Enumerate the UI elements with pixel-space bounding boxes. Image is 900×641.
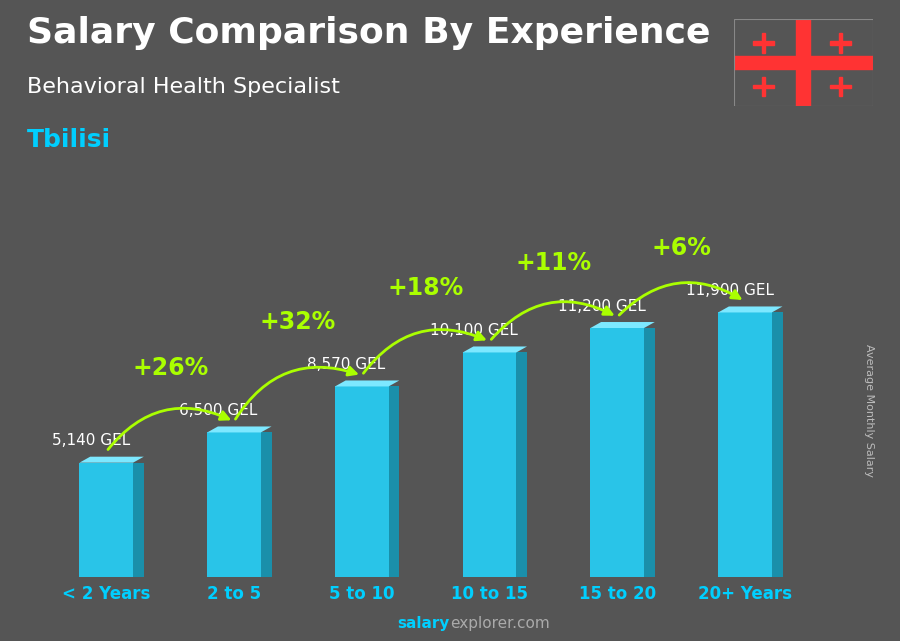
Polygon shape <box>772 312 782 577</box>
Bar <box>753 85 774 88</box>
Polygon shape <box>590 322 655 328</box>
Text: Average Monthly Salary: Average Monthly Salary <box>863 344 874 477</box>
Polygon shape <box>79 456 144 463</box>
Bar <box>830 42 850 45</box>
Polygon shape <box>207 426 272 433</box>
Polygon shape <box>261 433 272 577</box>
Bar <box>762 76 766 96</box>
Text: +26%: +26% <box>132 356 208 380</box>
Polygon shape <box>463 347 527 353</box>
Text: salary: salary <box>398 617 450 631</box>
Text: +6%: +6% <box>652 236 711 260</box>
Polygon shape <box>389 387 400 577</box>
Bar <box>718 312 772 577</box>
Polygon shape <box>718 306 782 312</box>
Bar <box>734 56 873 69</box>
Text: 11,200 GEL: 11,200 GEL <box>558 299 646 313</box>
Bar <box>796 19 810 106</box>
Text: 8,570 GEL: 8,570 GEL <box>307 357 385 372</box>
Bar <box>753 42 774 45</box>
Bar <box>590 328 644 577</box>
Text: +32%: +32% <box>260 310 336 334</box>
Bar <box>79 463 133 577</box>
Bar <box>830 85 850 88</box>
Bar <box>762 33 766 53</box>
Text: Behavioral Health Specialist: Behavioral Health Specialist <box>27 77 340 97</box>
Text: 10,100 GEL: 10,100 GEL <box>430 323 518 338</box>
Polygon shape <box>517 353 527 577</box>
Polygon shape <box>335 381 400 387</box>
Polygon shape <box>133 463 144 577</box>
Text: +18%: +18% <box>388 276 464 300</box>
Text: 11,900 GEL: 11,900 GEL <box>686 283 774 298</box>
Text: 6,500 GEL: 6,500 GEL <box>179 403 258 418</box>
Text: explorer.com: explorer.com <box>450 617 550 631</box>
Polygon shape <box>644 328 655 577</box>
Bar <box>839 33 842 53</box>
Bar <box>335 387 389 577</box>
Text: +11%: +11% <box>516 251 591 276</box>
Bar <box>207 433 261 577</box>
Bar <box>463 353 517 577</box>
Text: Salary Comparison By Experience: Salary Comparison By Experience <box>27 16 710 50</box>
Text: Tbilisi: Tbilisi <box>27 128 111 152</box>
Bar <box>839 76 842 96</box>
Text: 5,140 GEL: 5,140 GEL <box>52 433 130 448</box>
